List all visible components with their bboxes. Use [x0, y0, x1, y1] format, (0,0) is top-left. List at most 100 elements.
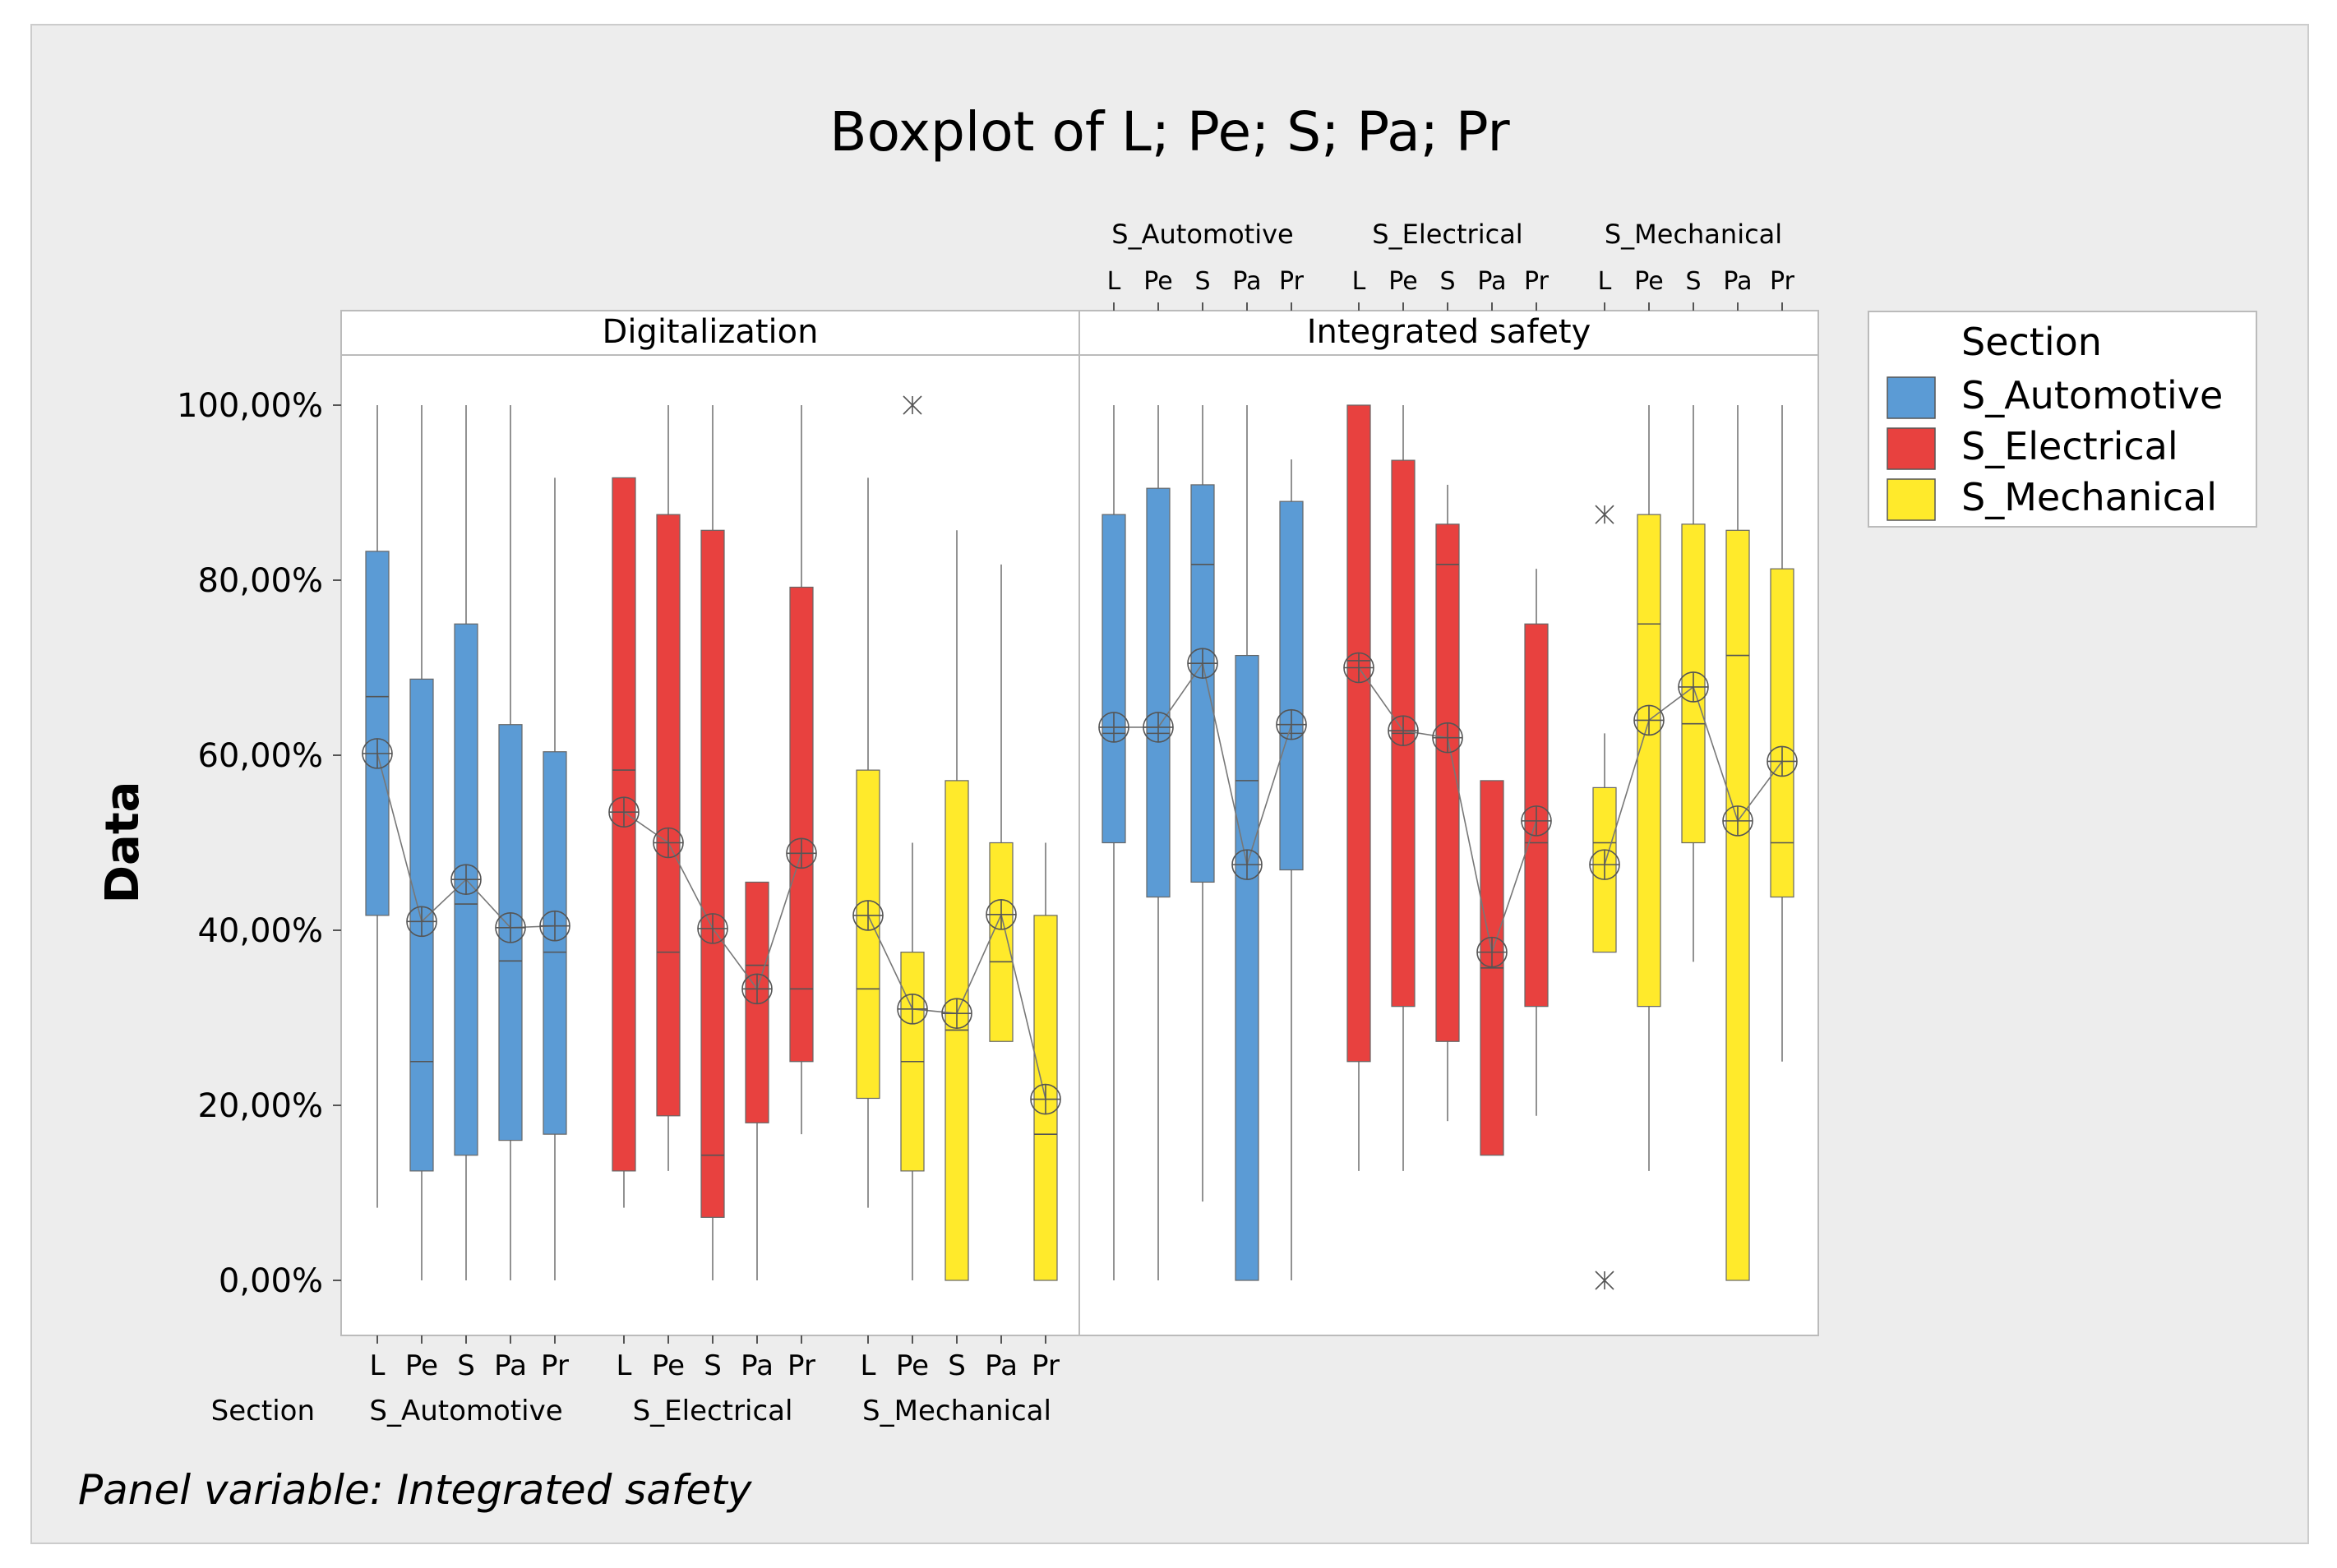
panel-strip-label: Digitalization: [603, 313, 819, 351]
mean-symbol-cross: [1388, 716, 1418, 746]
box-pa: [989, 564, 1014, 1042]
legend-swatch: [1887, 427, 1936, 470]
box-s: [1435, 484, 1460, 1122]
x-tick-label: Pr: [1279, 267, 1305, 296]
mean-symbol-cross: [986, 899, 1016, 929]
mean-symbol-cross: [1433, 722, 1462, 753]
mean-symbol-cross: [787, 838, 816, 869]
mean-symbol-cross: [1277, 709, 1306, 740]
mean-symbol-cross: [1723, 805, 1753, 836]
box-s: [700, 405, 725, 1280]
box-pr: [789, 405, 814, 1135]
x-tick-label: Pa: [1723, 267, 1752, 296]
box-body: [1725, 529, 1750, 1281]
x-tick-label: Pa: [985, 1349, 1018, 1382]
box-body: [789, 586, 814, 1063]
box-l: [365, 405, 390, 1208]
x-tick-label: Pe: [652, 1349, 685, 1382]
mean-symbol-cross: [1767, 746, 1797, 777]
box-body: [1435, 523, 1460, 1042]
mean-symbol-cross: [698, 913, 727, 943]
mean-symbol-cross: [1634, 705, 1664, 736]
x-tick-label: L: [861, 1349, 876, 1382]
mean-symbol-cross: [942, 998, 972, 1029]
box-body: [1637, 514, 1661, 1008]
x-group-label: S_Automotive: [1111, 219, 1293, 250]
y-axis-label: Data: [96, 782, 150, 904]
box-pa: [1725, 405, 1750, 1281]
outlier-marker: [903, 395, 922, 415]
legend-entry: S_Mechanical: [1887, 475, 2217, 521]
y-tick-label: 0,00%: [219, 1262, 323, 1300]
box-pe: [900, 395, 925, 1280]
box-body: [1279, 500, 1304, 871]
panel-strip-label: Integrated safety: [1307, 313, 1591, 351]
x-tick-label: Pe: [1388, 267, 1417, 296]
box-pe: [656, 405, 681, 1171]
mean-symbol-cross: [363, 738, 392, 768]
box-body: [700, 529, 725, 1218]
box-body: [989, 842, 1014, 1042]
box-body: [656, 514, 681, 1117]
mean-symbol-cross: [1099, 712, 1129, 742]
box-s: [944, 530, 969, 1281]
panel-variable-note: Panel variable: Integrated safety: [78, 1466, 753, 1514]
legend-entry-label: S_Automotive: [1961, 373, 2223, 417]
mean-symbol-cross: [609, 797, 639, 828]
legend-entry: S_Electrical: [1887, 424, 2178, 470]
box-body: [1235, 654, 1259, 1281]
x-tick-label: S: [948, 1349, 966, 1382]
mean-symbol-cross: [1232, 850, 1262, 880]
x-tick-label: S: [704, 1349, 722, 1382]
mean-symbol-cross: [1031, 1084, 1060, 1114]
box-l: [1346, 404, 1371, 1171]
x-tick-label: S: [1439, 267, 1455, 296]
legend-swatch: [1887, 478, 1936, 521]
box-body: [1146, 487, 1171, 898]
box-s: [1190, 405, 1215, 1202]
mean-symbol-cross: [1522, 805, 1551, 836]
x-tick-label: Pe: [1143, 267, 1172, 296]
x-tick-label: S: [457, 1349, 475, 1382]
mean-symbol-cross: [1679, 671, 1708, 702]
box-l: [856, 477, 880, 1208]
x-tick-label: Pe: [1634, 267, 1663, 296]
legend-entry-label: S_Mechanical: [1961, 475, 2217, 519]
x-tick-label: L: [1352, 267, 1366, 296]
legend-title: Section: [1961, 320, 2102, 364]
box-l: [1102, 405, 1126, 1280]
box-pa: [1480, 780, 1504, 1156]
box-pa: [1235, 405, 1259, 1281]
mean-symbol-cross: [898, 994, 927, 1024]
x-tick-label: Pr: [541, 1349, 569, 1382]
x-tick-label: S: [1685, 267, 1701, 296]
x-tick-label: Pa: [1477, 267, 1506, 296]
x-tick-label: L: [1107, 267, 1121, 296]
plot-layer: Digitalization Integrated safety 0,00% 20,0…: [177, 219, 1819, 1427]
legend-entry-label: S_Electrical: [1961, 424, 2178, 468]
box-l: [612, 477, 636, 1208]
mean-symbol-cross: [540, 911, 570, 941]
box-pe: [1637, 405, 1661, 1171]
box-body: [543, 751, 567, 1135]
y-tick-label: 80,00%: [197, 562, 323, 600]
box-body: [365, 551, 390, 916]
mean-symbol-cross: [654, 828, 683, 858]
box-pr: [543, 477, 567, 1280]
y-tick-label: 20,00%: [197, 1087, 323, 1125]
mean-symbol-cross: [451, 865, 481, 895]
box-body: [1770, 568, 1794, 898]
box-body: [856, 769, 880, 1100]
mean-symbol-cross: [496, 912, 525, 943]
x-tick-label: Pr: [1524, 267, 1550, 296]
x-tick-label: Pa: [1232, 267, 1261, 296]
x-tick-label: Pa: [494, 1349, 527, 1382]
legend: Section S_Automotive S_Electrical S_Mech…: [1868, 311, 2257, 528]
y-tick-label: 40,00%: [197, 912, 323, 950]
x-tick-label: Pr: [787, 1349, 815, 1382]
box-body: [1102, 514, 1126, 844]
mean-symbol-cross: [1344, 653, 1374, 683]
x-tick-label: L: [617, 1349, 632, 1382]
chart-title: Boxplot of L; Pe; S; Pa; Pr: [829, 100, 1510, 164]
